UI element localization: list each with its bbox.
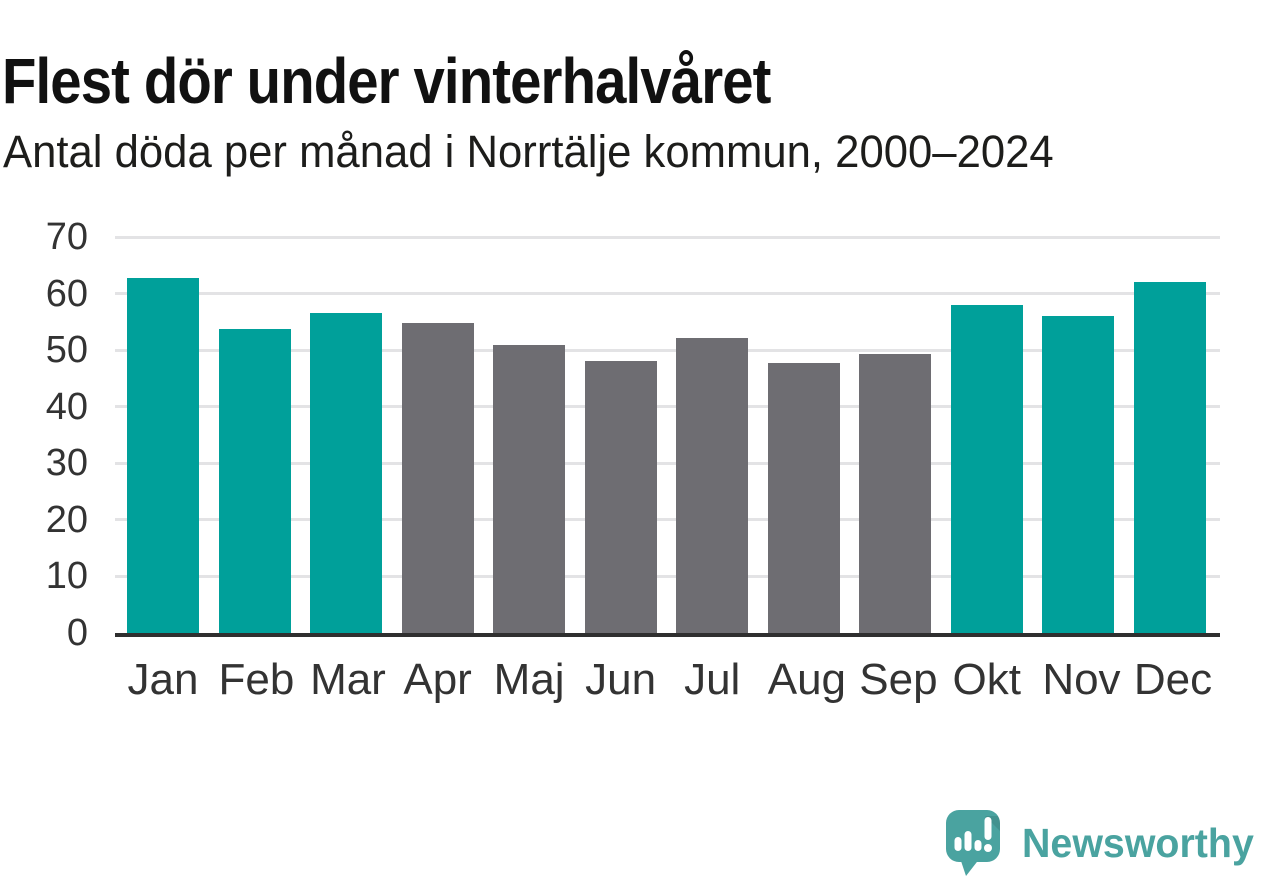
x-tick-label: Nov [1042, 655, 1121, 704]
mini-bar-2 [964, 831, 972, 851]
speech-bubble-tail [960, 858, 980, 876]
x-tick-label: Okt [952, 655, 1021, 704]
bars [115, 237, 1220, 633]
x-tick-label: Dec [1133, 655, 1213, 704]
exclamation-dot [984, 844, 992, 852]
gridline [115, 461, 1220, 465]
gridline [115, 574, 1220, 578]
y-tick-label: 50 [45, 329, 88, 372]
y-tick-label: 70 [45, 216, 88, 258]
x-tick-label: Feb [218, 655, 295, 704]
bar-feb [218, 329, 291, 633]
bar-mar [310, 312, 383, 633]
y-tick-label: 20 [45, 498, 88, 541]
newsworthy-icon [946, 810, 1000, 876]
bar-okt [950, 304, 1023, 633]
x-tick-label: Jan [127, 655, 199, 704]
exclamation-bar [984, 817, 992, 840]
y-axis: 0 10 20 30 40 50 60 70 [0, 217, 88, 653]
chart-title: Flest dör under vinterhalvåret [2, 44, 771, 117]
x-tick-label: Jun [585, 655, 657, 704]
bar-apr [401, 323, 474, 633]
x-axis: Jan Feb Mar Apr Maj Jun Jul Aug Sep Okt Nov Dec [115, 655, 1220, 705]
gridline [115, 235, 1220, 239]
bar-maj [493, 345, 566, 633]
x-tick-label: Jul [684, 655, 741, 704]
bar-jan [127, 278, 199, 633]
gridlines [115, 235, 1220, 633]
x-tick-label: Aug [767, 655, 847, 704]
bar-nov [1042, 315, 1115, 633]
y-tick-label: 30 [45, 442, 88, 485]
x-tick-label: Maj [493, 655, 565, 704]
mini-bar-1 [954, 837, 962, 851]
bar-jul [676, 337, 749, 633]
plot-area [115, 235, 1220, 637]
y-tick-label: 0 [66, 612, 88, 654]
y-tick-label: 40 [45, 385, 88, 428]
bar-aug [767, 362, 840, 633]
x-tick-label: Mar [310, 655, 386, 704]
brand-name: Newsworthy [1022, 820, 1254, 866]
y-tick-label: 60 [45, 272, 88, 315]
bar-jun [584, 360, 657, 633]
x-tick-label: Sep [859, 655, 938, 704]
bar-dec [1133, 281, 1206, 633]
newsworthy-logo: Newsworthy [946, 810, 1262, 877]
chart-subtitle: Antal döda per månad i Norrtälje kommun,… [3, 126, 1054, 177]
y-tick-label: 10 [45, 555, 88, 598]
bar-sep [859, 354, 932, 633]
gridline [115, 518, 1220, 522]
gridline [115, 405, 1220, 409]
gridline [115, 348, 1220, 352]
x-tick-label: Apr [403, 655, 472, 704]
mini-bar-3 [974, 840, 982, 851]
gridline [115, 292, 1220, 296]
